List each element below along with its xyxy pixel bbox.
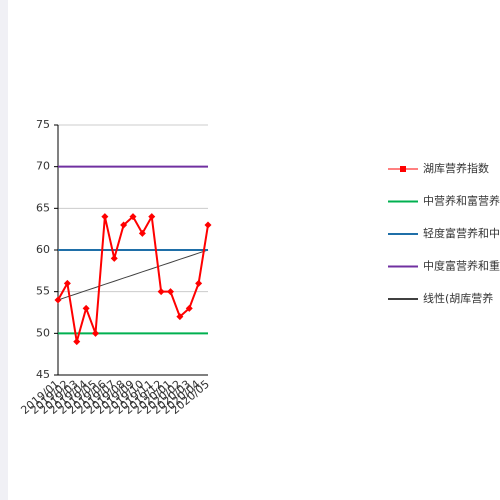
point <box>204 221 212 229</box>
point <box>167 288 174 296</box>
point <box>129 213 137 221</box>
point <box>157 288 165 296</box>
point <box>195 279 203 287</box>
point <box>82 304 90 312</box>
series-line <box>57 249 209 301</box>
y-tick-label: 65 <box>36 201 50 214</box>
legend-marker <box>400 166 406 172</box>
y-tick-label: 55 <box>36 285 50 298</box>
legend-label: 轻度富营养和中 <box>423 226 500 240</box>
series-line <box>57 213 209 342</box>
y-tick-label: 50 <box>36 326 50 339</box>
side-strip <box>0 0 8 500</box>
legend-label: 线性(胡库营养 <box>423 291 493 305</box>
point <box>92 329 99 337</box>
y-tick-label: 75 <box>36 118 50 131</box>
legend-label: 中营养和富营养 <box>423 194 500 208</box>
y-tick-label: 70 <box>36 160 50 173</box>
y-tick-label: 60 <box>36 243 50 256</box>
legend-label: 中度富营养和重 <box>423 259 500 273</box>
point <box>73 338 81 346</box>
point <box>138 229 146 237</box>
point <box>120 221 128 229</box>
y-tick-label: 45 <box>36 368 50 381</box>
point <box>54 296 62 304</box>
point <box>148 213 156 221</box>
legend-label: 湖库营养指数 <box>423 161 489 175</box>
point <box>176 313 184 321</box>
point <box>63 279 71 287</box>
point <box>110 254 118 262</box>
point <box>101 213 109 221</box>
point <box>185 304 193 312</box>
